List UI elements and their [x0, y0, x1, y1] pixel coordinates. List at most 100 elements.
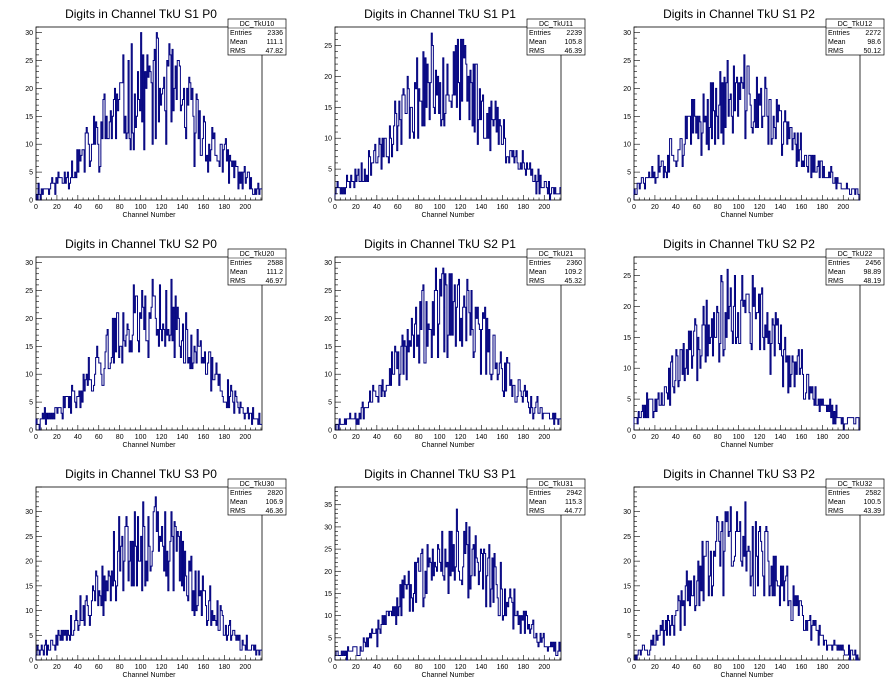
stats-value: 98.6	[867, 39, 881, 46]
stats-value: 2582	[865, 490, 881, 497]
x-tick-label: 100	[434, 434, 446, 441]
y-tick-label: 20	[623, 304, 631, 311]
y-tick-label: 25	[25, 288, 33, 295]
x-tick-label: 140	[775, 434, 787, 441]
stats-value: 43.39	[863, 508, 881, 515]
x-tick-label: 80	[415, 664, 423, 671]
x-tick-label: 20	[352, 664, 360, 671]
x-tick-label: 180	[218, 204, 230, 211]
stats-label: RMS	[828, 48, 844, 55]
y-tick-label: 30	[25, 30, 33, 37]
stats-label: Mean	[230, 269, 248, 276]
stats-name: DC_TkU11	[539, 21, 573, 28]
x-tick-label: 0	[34, 434, 38, 441]
x-axis-title: Channel Number	[721, 672, 775, 679]
stats-label: Entries	[828, 490, 850, 497]
x-tick-label: 40	[74, 664, 82, 671]
x-tick-label: 80	[714, 664, 722, 671]
stats-value: 2336	[267, 30, 283, 37]
x-tick-label: 160	[198, 664, 210, 671]
x-tick-label: 60	[394, 664, 402, 671]
x-tick-label: 60	[95, 434, 103, 441]
x-tick-label: 180	[816, 664, 828, 671]
stats-value: 106.9	[265, 499, 283, 506]
stats-name: DC_TkU30	[240, 481, 275, 488]
stats-label: Entries	[230, 30, 252, 37]
stats-value: 2272	[865, 30, 881, 37]
stats-value: 2588	[267, 260, 283, 267]
x-tick-label: 20	[53, 434, 61, 441]
x-tick-label: 0	[632, 664, 636, 671]
stats-box: DC_TkU11 Entries 2239 Mean 105.8 RMS 46.39	[526, 18, 586, 56]
y-tick-label: 25	[623, 273, 631, 280]
stats-box-frame	[227, 248, 287, 286]
stats-box-frame	[227, 478, 287, 516]
y-tick-label: 15	[324, 344, 332, 351]
y-tick-label: 0	[29, 198, 33, 205]
x-tick-label: 20	[651, 434, 659, 441]
histogram-series	[633, 268, 860, 431]
y-tick-label: 5	[29, 633, 33, 640]
stats-label: RMS	[230, 278, 246, 285]
stats-box-frame	[526, 18, 586, 56]
y-tick-label: 10	[623, 608, 631, 615]
stats-label: Mean	[828, 39, 846, 46]
x-tick-label: 120	[455, 664, 467, 671]
stats-value: 105.8	[564, 39, 582, 46]
plot-frame	[35, 486, 263, 661]
y-tick-label: 10	[623, 366, 631, 373]
stats-value: 109.2	[564, 269, 582, 276]
x-tick-label: 80	[415, 434, 423, 441]
stats-name: DC_TkU32	[838, 481, 873, 488]
x-tick-label: 0	[34, 664, 38, 671]
y-tick-label: 0	[328, 658, 332, 665]
x-tick-label: 0	[333, 664, 337, 671]
x-tick-label: 200	[538, 204, 550, 211]
x-tick-label: 100	[135, 204, 147, 211]
x-tick-label: 120	[455, 204, 467, 211]
x-tick-label: 20	[352, 204, 360, 211]
x-tick-label: 160	[796, 434, 808, 441]
x-tick-label: 200	[538, 434, 550, 441]
stats-box-frame	[825, 478, 885, 516]
x-tick-label: 40	[373, 434, 381, 441]
stats-box: DC_TkU10 Entries 2336 Mean 111.1 RMS 47.82	[227, 18, 287, 56]
x-tick-label: 40	[373, 664, 381, 671]
x-tick-label: 160	[796, 204, 808, 211]
histogram-series	[334, 32, 561, 201]
x-tick-label: 40	[74, 434, 82, 441]
x-tick-label: 140	[177, 204, 189, 211]
x-tick-label: 80	[116, 204, 124, 211]
stats-box: DC_TkU30 Entries 2820 Mean 106.9 RMS 46.36	[227, 478, 287, 516]
x-axis-title: Channel Number	[721, 442, 775, 449]
stats-label: Entries	[529, 490, 551, 497]
y-tick-label: 30	[623, 509, 631, 516]
y-tick-label: 0	[328, 198, 332, 205]
x-axis-title: Channel Number	[422, 672, 476, 679]
stats-label: Entries	[529, 260, 551, 267]
y-tick-label: 30	[324, 260, 332, 267]
x-tick-label: 60	[394, 204, 402, 211]
stats-label: Entries	[529, 30, 551, 37]
y-tick-label: 5	[627, 633, 631, 640]
x-tick-label: 120	[156, 204, 168, 211]
histogram-panel-6: Digits in Channel TkU S3 P00 20 40 60 80 100 1…	[25, 467, 287, 679]
y-tick-label: 20	[25, 559, 33, 566]
y-tick-label: 15	[324, 591, 332, 598]
y-tick-label: 10	[25, 142, 33, 149]
x-tick-label: 120	[754, 434, 766, 441]
x-tick-label: 0	[34, 204, 38, 211]
stats-label: Entries	[828, 30, 850, 37]
y-tick-label: 0	[627, 198, 631, 205]
stats-value: 50.12	[863, 48, 881, 55]
x-tick-label: 180	[816, 434, 828, 441]
stats-value: 45.32	[564, 278, 582, 285]
x-tick-label: 80	[714, 434, 722, 441]
y-tick-label: 20	[623, 559, 631, 566]
stats-value: 46.36	[265, 508, 283, 515]
x-tick-label: 100	[733, 664, 745, 671]
stats-box: DC_TkU22 Entries 2456 Mean 98.89 RMS 48.19	[825, 248, 885, 286]
x-tick-label: 100	[733, 434, 745, 441]
x-tick-label: 180	[218, 434, 230, 441]
stats-name: DC_TkU20	[240, 251, 275, 258]
